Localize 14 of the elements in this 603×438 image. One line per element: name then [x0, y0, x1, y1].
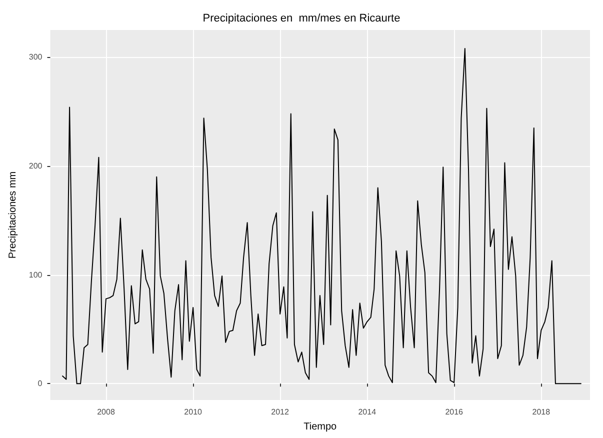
y-tick-label: 100 — [28, 270, 43, 280]
x-axis-title: Tiempo — [304, 422, 338, 432]
x-tick-label: 2012 — [271, 408, 290, 416]
y-tick-label: 0 — [38, 379, 43, 388]
x-tick-label: 2016 — [445, 408, 464, 416]
x-tick-label: 2014 — [358, 408, 377, 416]
line-series — [62, 48, 582, 384]
x-tick-label: 2010 — [184, 408, 203, 416]
x-tick-label: 2018 — [532, 408, 551, 416]
y-axis-title: Precipitaciones mm — [8, 171, 18, 259]
y-tick-label: 200 — [28, 162, 43, 171]
x-tick-label: 2008 — [97, 408, 116, 416]
chart-title: Precipitaciones en mm/mes en Ricaurte — [202, 12, 400, 24]
y-tick-label: 300 — [28, 52, 43, 62]
